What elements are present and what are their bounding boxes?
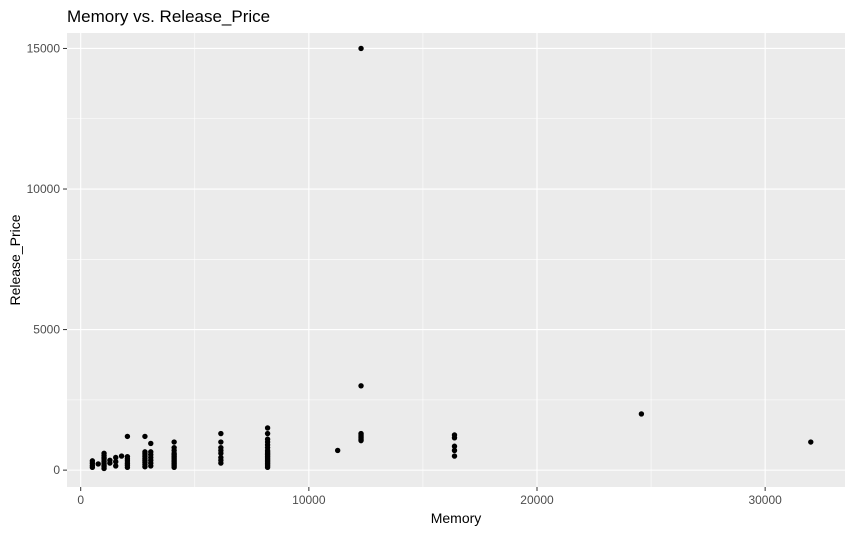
data-point xyxy=(107,457,113,463)
data-point xyxy=(142,433,148,440)
y-tick-label: 0 xyxy=(53,463,60,477)
data-point xyxy=(148,440,154,447)
data-point xyxy=(451,432,458,438)
data-point xyxy=(451,447,458,454)
data-point xyxy=(113,458,119,465)
data-point xyxy=(171,439,177,445)
data-point xyxy=(264,425,271,431)
major-gridlines xyxy=(67,33,845,487)
data-point xyxy=(358,383,364,389)
minor-gridlines xyxy=(67,33,845,487)
x-tick-label: 30000 xyxy=(748,493,782,507)
data-points xyxy=(89,45,814,472)
data-point xyxy=(148,449,154,455)
data-point xyxy=(358,45,364,52)
data-point xyxy=(124,433,131,440)
data-point xyxy=(171,444,177,451)
data-point xyxy=(95,461,101,467)
data-point xyxy=(358,430,364,437)
data-point xyxy=(118,453,125,459)
data-point xyxy=(638,411,645,417)
y-tick-label: 15000 xyxy=(27,41,61,55)
data-point xyxy=(101,450,107,456)
x-axis-title: Memory xyxy=(431,510,482,526)
data-point xyxy=(808,439,814,445)
y-axis: 0 5000 10000 15000 xyxy=(27,41,67,477)
data-point xyxy=(264,430,271,437)
plot-panel xyxy=(67,33,845,487)
data-point xyxy=(124,453,131,460)
data-point xyxy=(218,444,224,451)
x-tick-label: 10000 xyxy=(292,493,326,507)
x-axis: 0 10000 20000 30000 xyxy=(77,487,782,507)
y-tick-label: 5000 xyxy=(33,323,60,337)
y-tick-label: 10000 xyxy=(27,182,61,196)
data-point xyxy=(113,463,119,469)
data-point xyxy=(218,454,224,461)
data-point xyxy=(113,454,119,461)
data-point xyxy=(89,458,96,464)
data-point xyxy=(334,447,341,454)
data-point xyxy=(451,443,458,449)
y-axis-title: Release_Price xyxy=(7,214,23,305)
data-point xyxy=(218,439,224,445)
data-point xyxy=(142,449,148,455)
data-point xyxy=(451,453,458,459)
x-tick-label: 20000 xyxy=(520,493,554,507)
x-tick-label: 0 xyxy=(77,493,84,507)
data-point xyxy=(264,436,271,442)
chart-title: Memory vs. Release_Price xyxy=(67,7,270,26)
data-point xyxy=(218,430,224,437)
